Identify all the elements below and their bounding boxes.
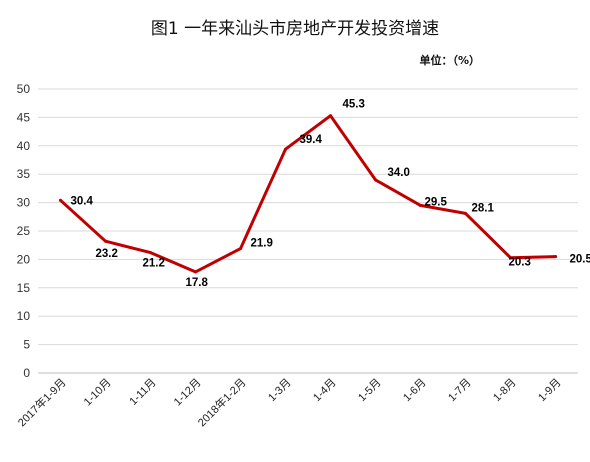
y-tick-label: 40 [17, 139, 31, 153]
data-point [239, 247, 242, 251]
data-point [59, 198, 62, 202]
x-tick-label: 2017年1-9月 [15, 375, 69, 429]
y-tick-label: 35 [17, 167, 31, 181]
x-tick-label: 1-11月 [127, 377, 158, 408]
x-tick-label: 1-9月 [536, 377, 564, 405]
data-point [194, 270, 197, 274]
data-label: 28.1 [472, 202, 495, 214]
x-tick-label: 1-12月 [172, 377, 204, 409]
data-label: 17.8 [186, 277, 209, 289]
x-tick-label: 2018年1-2月 [195, 375, 249, 429]
data-point [419, 203, 422, 207]
data-label: 34.0 [388, 167, 410, 179]
y-tick-label: 30 [17, 196, 31, 210]
data-label: 23.2 [96, 248, 118, 260]
x-tick-label: 1-4月 [311, 377, 339, 405]
data-label: 39.4 [300, 134, 323, 146]
data-point [329, 114, 332, 118]
series-line [59, 114, 557, 274]
data-point [509, 256, 512, 260]
data-point [149, 251, 152, 255]
y-tick-label: 20 [17, 252, 31, 266]
y-tick-label: 15 [17, 281, 31, 295]
unit-label: 单位：（%） [419, 54, 480, 67]
data-point [464, 211, 467, 215]
data-label: 21.9 [251, 238, 273, 250]
chart-title: 图1 一年来汕头市房地产开发投资增速 [150, 19, 440, 39]
y-tick-label: 25 [17, 224, 31, 238]
data-label: 21.2 [143, 258, 165, 270]
data-point [104, 239, 107, 243]
x-tick-label: 1-6月 [401, 377, 429, 405]
y-tick-label: 50 [17, 82, 31, 96]
data-label: 20.5 [570, 254, 590, 266]
data-label: 45.3 [343, 99, 365, 111]
y-tick-label: 45 [17, 110, 31, 124]
x-tick-label: 1-10月 [82, 377, 114, 409]
x-tick-label: 1-8月 [491, 377, 519, 405]
x-tick-label: 1-7月 [446, 377, 474, 405]
data-label: 20.3 [509, 257, 531, 269]
y-tick-label: 5 [23, 338, 30, 352]
data-point [374, 178, 377, 182]
data-label: 30.4 [71, 195, 94, 207]
x-tick-label: 1-3月 [266, 377, 294, 405]
x-tick-label: 1-5月 [356, 377, 384, 405]
data-label: 29.5 [425, 196, 448, 208]
data-point [284, 147, 287, 151]
data-point [554, 255, 557, 259]
y-tick-label: 10 [17, 309, 31, 323]
y-tick-label: 0 [23, 366, 30, 380]
